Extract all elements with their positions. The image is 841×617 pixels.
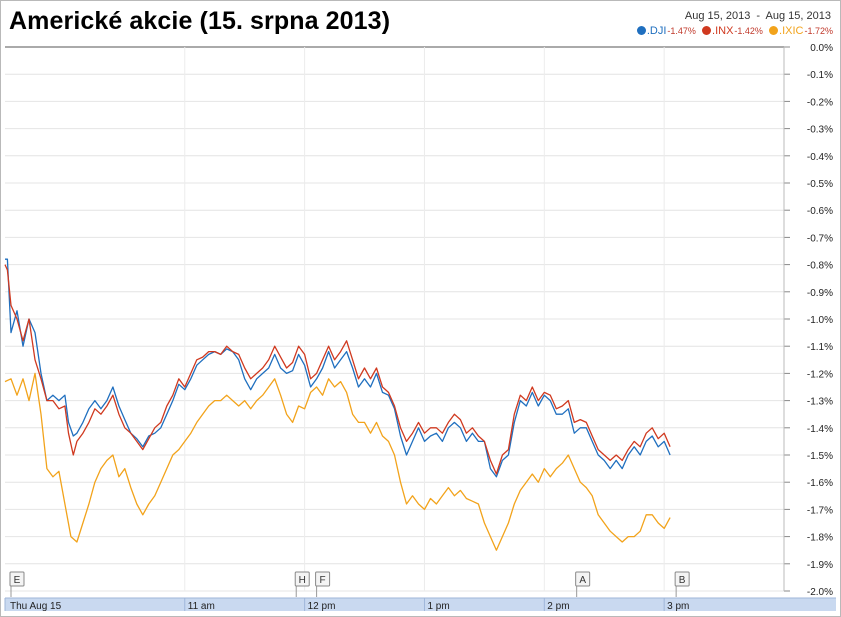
legend-dot-ixic xyxy=(769,26,779,35)
x-tick-label: 11 am xyxy=(188,601,215,612)
legend-symbol-dji: .DJI xyxy=(646,25,667,37)
y-tick-label: -0.2% xyxy=(807,97,833,108)
y-tick-label: 0.0% xyxy=(810,43,833,54)
y-tick-label: -1.3% xyxy=(807,397,833,408)
legend: .DJI-1.47% .INX-1.42% .IXIC-1.72% xyxy=(599,25,833,37)
y-tick-label: -0.1% xyxy=(807,70,833,81)
legend-symbol-inx: .INX xyxy=(712,25,734,37)
y-tick-label: -1.0% xyxy=(807,315,833,326)
event-marker-label[interactable]: H xyxy=(299,575,306,586)
legend-dot-dji xyxy=(636,26,646,35)
legend-item-inx[interactable]: .INX-1.42% xyxy=(702,25,763,37)
legend-dot-inx xyxy=(702,26,712,35)
series-line-ixic[interactable] xyxy=(4,372,671,551)
event-marker-box[interactable] xyxy=(9,571,25,587)
event-marker-label[interactable]: F xyxy=(320,575,326,586)
x-tick-label: 3 pm xyxy=(667,601,689,612)
legend-change-inx: -1.42% xyxy=(734,26,763,36)
event-marker-box[interactable] xyxy=(674,571,690,587)
y-tick-label: -0.7% xyxy=(807,233,833,244)
event-marker-box[interactable] xyxy=(294,571,310,587)
series-line-dji[interactable] xyxy=(5,258,671,478)
date-range-to: Aug 15, 2013 xyxy=(765,10,831,22)
event-marker-label[interactable]: E xyxy=(14,575,21,586)
y-tick-label: -0.4% xyxy=(807,152,833,163)
legend-change-ixic: -1.72% xyxy=(804,26,833,36)
y-tick-label: -1.7% xyxy=(807,505,833,516)
y-tick-label: -1.8% xyxy=(807,533,833,544)
y-tick-label: -0.6% xyxy=(807,206,833,217)
x-tick-label: Thu Aug 15 xyxy=(10,601,62,612)
y-tick-label: -0.8% xyxy=(807,261,833,272)
x-tick-label: 2 pm xyxy=(547,601,569,612)
y-tick-label: -1.9% xyxy=(807,560,833,571)
event-marker-label[interactable]: B xyxy=(679,575,686,586)
date-range-separator: - xyxy=(756,10,761,22)
event-marker-label[interactable]: A xyxy=(579,575,586,586)
y-tick-label: -1.5% xyxy=(807,451,833,462)
x-tick-label: 12 pm xyxy=(308,601,336,612)
date-range-from: Aug 15, 2013 xyxy=(684,10,751,22)
legend-item-ixic[interactable]: .IXIC-1.72% xyxy=(769,25,833,37)
y-tick-label: -1.4% xyxy=(807,424,833,435)
y-tick-label: -1.2% xyxy=(807,369,833,380)
event-marker-box[interactable] xyxy=(315,571,331,587)
legend-change-dji: -1.47% xyxy=(667,26,696,36)
y-tick-label: -1.6% xyxy=(807,478,833,489)
time-axis-band xyxy=(5,598,836,611)
legend-symbol-ixic: .IXIC xyxy=(779,25,804,37)
y-tick-label: -0.9% xyxy=(807,288,833,299)
x-tick-label: 1 pm xyxy=(427,601,449,612)
series-line-inx[interactable] xyxy=(4,264,671,475)
event-marker-box[interactable] xyxy=(575,571,591,587)
date-range: Aug 15, 2013 - Aug 15, 2013 xyxy=(651,10,831,22)
legend-item-dji[interactable]: .DJI-1.47% xyxy=(636,25,696,37)
y-tick-label: -0.5% xyxy=(807,179,833,190)
y-tick-label: -1.1% xyxy=(807,342,833,353)
chart-title: Americké akcie (15. srpna 2013) xyxy=(9,7,391,35)
y-tick-label: -0.3% xyxy=(807,125,833,136)
y-tick-label: -2.0% xyxy=(807,587,833,598)
